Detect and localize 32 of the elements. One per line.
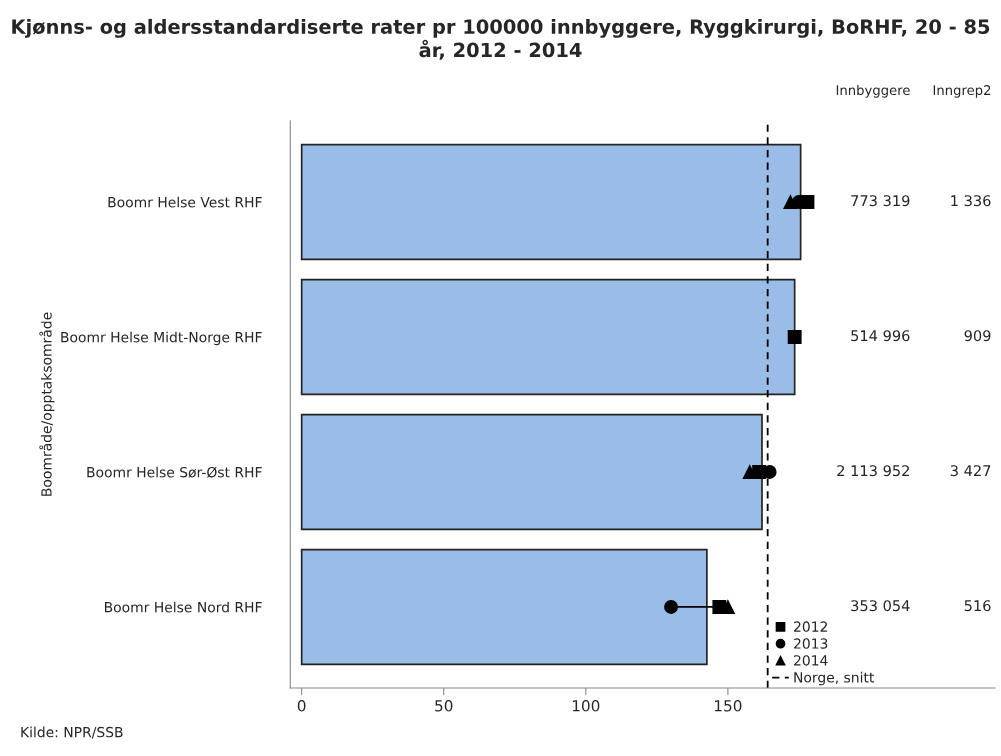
annotation: 516 — [964, 600, 991, 612]
annotation: 3 427 — [950, 465, 991, 477]
bar — [300, 548, 708, 666]
annotation: 773 319 — [851, 195, 910, 207]
text: Innbyggere — [836, 84, 910, 98]
y-tick-label: Boomr Helse Vest RHF — [108, 196, 262, 208]
bar — [300, 278, 796, 396]
annotation: 514 996 — [851, 330, 910, 342]
chart-title: Kjønns- og aldersstandardiserte rater pr 100000 innbyggere, Ryggkirurgi, BoRHF, 20 - 85 år, 2012 - 2014 — [12, 18, 990, 60]
annotation: 909 — [964, 330, 991, 342]
legend-label: 2013 — [794, 638, 828, 649]
text: Kilde: NPR/SSB — [21, 726, 123, 739]
y-tick-label: Boomr Helse Nord RHF — [104, 601, 262, 613]
point — [787, 330, 802, 344]
y-tick-label: Boomr Helse Midt-Norge RHF — [61, 331, 262, 346]
x-tick-label: 150 — [714, 700, 742, 712]
annotation: 2 113 952 — [837, 465, 909, 477]
annotation: 353 054 — [851, 600, 910, 612]
legend-label: 2014 — [794, 655, 828, 666]
y-axis-title: Boområde/opptaksområde — [39, 312, 55, 496]
y-tick-label: Boomr Helse Sør-Øst RHF — [87, 466, 262, 478]
x-tick-label: 0 — [297, 700, 306, 712]
point — [783, 195, 798, 209]
point — [664, 600, 679, 614]
text: Inngrep2 — [933, 85, 991, 98]
x-tick-label: 100 — [572, 700, 600, 712]
x-tick-label: 50 — [435, 700, 453, 712]
ref-line-label: Norge, snitt — [794, 671, 875, 686]
legend-label: 2012 — [794, 621, 827, 632]
annotation: 1 336 — [951, 195, 991, 207]
bar — [300, 413, 763, 531]
bar — [300, 143, 802, 261]
